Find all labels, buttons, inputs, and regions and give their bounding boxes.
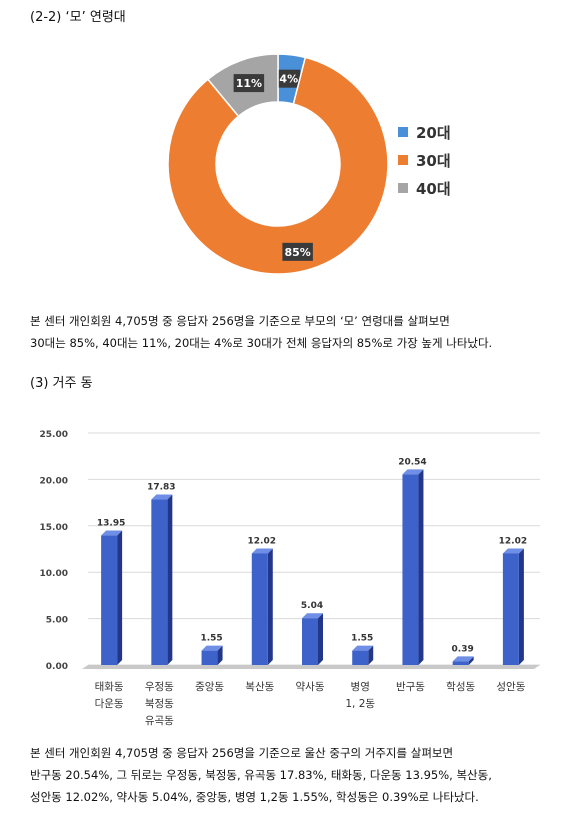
legend-swatch [398, 183, 408, 193]
bar [402, 469, 424, 665]
bar [151, 494, 173, 665]
legend-item: 40대 [398, 174, 451, 202]
x-category-label: 학성동 [446, 681, 475, 693]
x-category-label: 복산동 [245, 681, 274, 693]
section-heading-residence: (3) 거주 동 [30, 376, 93, 391]
bar-data-label: 12.02 [499, 536, 527, 546]
y-tick-label: 15.00 [40, 523, 68, 533]
data-label-box [233, 74, 265, 93]
data-label: 11% [236, 77, 262, 90]
paragraph-line: 성안동 12.02%, 약사동 5.04%, 중앙동, 병영 1,2동 1.55… [30, 790, 479, 804]
residence-paragraph: 본 센터 개인회원 4,705명 중 응답자 256명을 기준으로 울산 중구의… [30, 742, 560, 808]
bar [302, 613, 323, 665]
data-label: 4% [279, 73, 298, 86]
bar-data-label: 12.02 [248, 536, 276, 546]
paragraph-line: 본 센터 개인회원 4,705명 중 응답자 256명을 기준으로 부모의 ‘모… [30, 314, 450, 328]
age-paragraph: 본 센터 개인회원 4,705명 중 응답자 256명을 기준으로 부모의 ‘모… [30, 310, 560, 354]
paragraph-line: 30대는 85%, 40대는 11%, 20대는 4%로 30대가 전체 응답자… [30, 336, 493, 350]
bar-data-label: 17.83 [147, 483, 175, 493]
legend-item: 20대 [398, 118, 451, 146]
data-label-box [282, 242, 313, 261]
x-category-label: 우정동 [145, 681, 174, 693]
donut-legend: 20대 30대 40대 [398, 118, 451, 202]
bar-data-label: 1.55 [351, 634, 373, 644]
y-tick-label: 0.00 [46, 662, 68, 672]
x-category-label: 북정동 [145, 698, 174, 710]
x-category-label: 다운동 [95, 698, 124, 710]
bar [251, 548, 273, 665]
legend-item: 30대 [398, 146, 451, 174]
bar [502, 548, 524, 665]
bar-data-label: 0.39 [452, 644, 474, 654]
x-category-label: 성안동 [496, 681, 525, 693]
donut-chart: 4% 85% 11% [158, 44, 398, 284]
chart-floor [82, 665, 540, 669]
y-tick-label: 20.00 [40, 476, 68, 486]
x-category-label: 약사동 [296, 681, 325, 693]
x-category-label: 병영 [351, 681, 370, 693]
x-category-label: 반구동 [396, 681, 425, 693]
x-category-label: 유곡동 [145, 715, 174, 727]
data-label-box [277, 69, 301, 88]
bar-data-label: 1.55 [200, 634, 222, 644]
bar [452, 656, 474, 665]
bar [201, 645, 223, 665]
data-label: 85% [284, 246, 310, 259]
legend-swatch [398, 127, 408, 137]
bar-data-label: 13.95 [97, 519, 125, 529]
bar-data-label: 20.54 [398, 457, 426, 467]
donut-slice [167, 56, 389, 275]
bar [352, 645, 374, 665]
legend-label: 40대 [416, 179, 451, 198]
x-category-label: 중앙동 [195, 681, 224, 693]
paragraph-line: 반구동 20.54%, 그 뒤로는 우정동, 북정동, 유곡동 17.83%, … [30, 768, 492, 782]
bar [101, 530, 123, 665]
legend-label: 30대 [416, 151, 451, 170]
y-tick-label: 25.00 [40, 430, 68, 440]
x-category-label: 1, 2동 [345, 698, 375, 710]
legend-swatch [398, 155, 408, 165]
paragraph-line: 본 센터 개인회원 4,705명 중 응답자 256명을 기준으로 울산 중구의… [30, 746, 454, 760]
legend-label: 20대 [416, 123, 451, 142]
y-tick-label: 10.00 [40, 569, 68, 579]
y-tick-label: 5.00 [46, 616, 68, 626]
bar-data-label: 5.04 [301, 601, 323, 611]
x-category-label: 태화동 [95, 681, 124, 693]
section-heading-age: (2-2) ‘모’ 연령대 [30, 10, 126, 25]
